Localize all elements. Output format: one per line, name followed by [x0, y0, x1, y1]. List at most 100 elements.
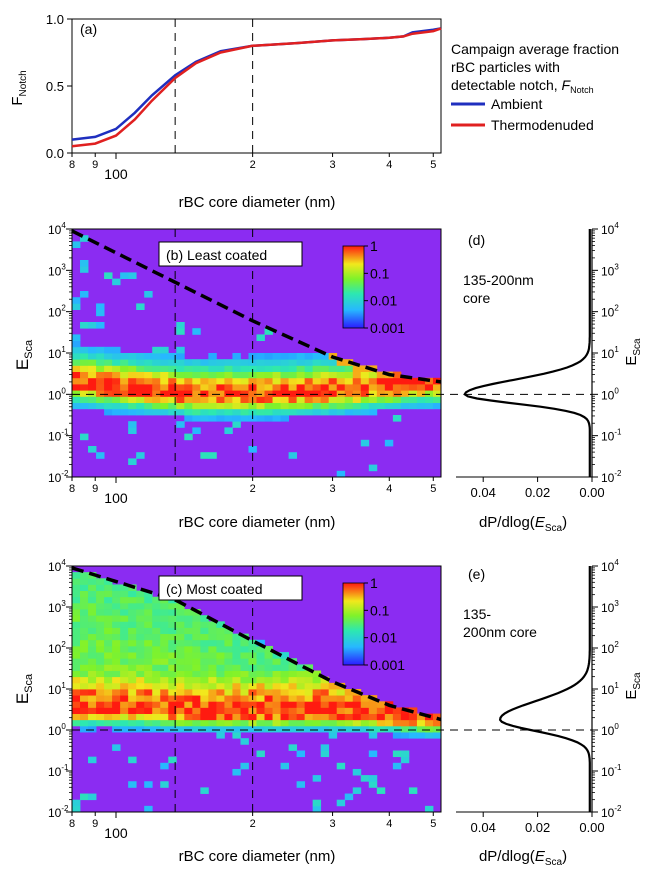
- c-heatmap-cell: [368, 719, 378, 727]
- c-heatmap-cell: [200, 621, 209, 628]
- c-heatmap-cell: [112, 719, 121, 727]
- c-heatmap-cell: [144, 621, 153, 628]
- c-heatmap-cell: [176, 609, 185, 616]
- c-heatmap-cell: [208, 682, 217, 690]
- c-heatmap-cell: [144, 707, 153, 714]
- c-heatmap-cell: [144, 670, 153, 678]
- b-heatmap-cell: [96, 359, 105, 366]
- c-heatmap-cell: [200, 682, 209, 690]
- c-heatmap-cell: [128, 670, 137, 678]
- b-heatmap-cell: [312, 396, 322, 403]
- b-heatmap-cell: [216, 415, 225, 422]
- c-heatmap-cell: [72, 639, 81, 647]
- c-heatmap-cell: [88, 695, 97, 702]
- c-heatmap-cell: [160, 658, 169, 665]
- c-heatmap-cell: [176, 713, 185, 721]
- b-heatmap-cell: [136, 371, 145, 379]
- c-heatmap-cell: [400, 725, 410, 733]
- b-heatmap-cell: [328, 396, 338, 403]
- b-heatmap-cell: [352, 390, 362, 397]
- c-heatmap-cell: [360, 713, 370, 721]
- c-heatmap-cell: [160, 645, 169, 653]
- c-heatmap-cell: [272, 652, 281, 659]
- c-heatmap-cell: [280, 664, 289, 671]
- c-heatmap-cell: [184, 652, 193, 659]
- b-heatmap-cell: [264, 371, 273, 379]
- c-heatmap-cell: [272, 695, 281, 702]
- c-heatmap-cell: [152, 652, 161, 659]
- b-heatmap-cell: [120, 371, 129, 379]
- b-heatmap-cell: [128, 396, 137, 403]
- b-heatmap-cell: [280, 396, 289, 403]
- b-heatmap-cell: [72, 353, 81, 360]
- b-heatmap-cell: [152, 365, 161, 372]
- c-heatmap-cell: [192, 658, 201, 665]
- c-heatmap-cell: [336, 719, 346, 727]
- c-heatmap-cell: [88, 609, 97, 616]
- c-heatmap-cell: [320, 713, 330, 721]
- c-heatmap-cell: [224, 676, 233, 684]
- c-heatmap-cell: [368, 701, 378, 708]
- c-colorbar-label: 0.001: [370, 657, 405, 673]
- c-heatmap-cell: [256, 725, 265, 733]
- c-heatmap-cell: [80, 590, 89, 598]
- b-heatmap-cell: [288, 359, 298, 366]
- b-heatmap-cell: [112, 384, 121, 391]
- b-heatmap-cell: [160, 346, 169, 354]
- b-heatmap-cell: [152, 402, 161, 410]
- b-heatmap-cell: [392, 377, 402, 385]
- c-heatmap-cell: [328, 689, 338, 696]
- b-heatmap-cell: [176, 353, 185, 360]
- c-heatmap-cell: [216, 658, 225, 665]
- b-heatmap-cell: [224, 390, 233, 397]
- c-heatmap-cell: [352, 787, 362, 794]
- b-heatmap-cell: [88, 390, 97, 397]
- b-xtick-label: 5: [430, 483, 436, 495]
- c-heatmap-cell: [112, 707, 121, 714]
- c-heatmap-cell: [176, 719, 185, 727]
- c-heatmap-cell: [104, 682, 113, 690]
- b-heatmap-cell: [80, 365, 89, 372]
- c-heatmap-cell: [112, 664, 121, 671]
- c-heatmap-cell: [232, 645, 241, 653]
- c-heatmap-cell: [192, 664, 201, 671]
- b-heatmap-cell: [392, 390, 402, 397]
- c-heatmap-cell: [128, 627, 137, 635]
- c-heatmap-cell: [136, 719, 145, 727]
- c-heatmap-cell: [424, 732, 434, 739]
- c-heatmap-cell: [96, 645, 105, 653]
- b-heatmap-cell: [200, 384, 209, 391]
- b-heatmap-cell: [88, 371, 97, 379]
- panel-e-xlabel: dP/dlog(ESca): [479, 848, 567, 868]
- b-heatmap-cell: [160, 353, 169, 360]
- b-heatmap-cell: [88, 402, 97, 410]
- b-heatmap-cell: [408, 384, 418, 391]
- b-heatmap-cell: [320, 390, 330, 397]
- b-heatmap-cell: [72, 346, 81, 354]
- b-heatmap-cell: [304, 390, 314, 397]
- c-heatmap-cell: [112, 639, 121, 647]
- b-heatmap-cell: [184, 384, 193, 391]
- b-heatmap-cell: [128, 359, 137, 366]
- b-heatmap-cell: [256, 353, 265, 360]
- b-heatmap-cell: [184, 433, 193, 441]
- c-heatmap-cell: [144, 725, 153, 733]
- b-heatmap-cell: [336, 402, 346, 410]
- c-heatmap-cell: [168, 621, 177, 628]
- b-heatmap-cell: [176, 408, 185, 416]
- c-heatmap-cell: [256, 652, 265, 659]
- b-heatmap-cell: [184, 390, 193, 397]
- b-heatmap-cell: [368, 396, 378, 403]
- b-heatmap-cell: [104, 346, 113, 354]
- c-heatmap-cell: [328, 719, 338, 727]
- panel-a-ytick-label: 0.0: [46, 146, 64, 161]
- b-heatmap-cell: [104, 371, 113, 379]
- c-heatmap-cell: [136, 670, 145, 678]
- c-heatmap-cell: [176, 676, 185, 684]
- c-heatmap-cell: [72, 652, 81, 659]
- c-heatmap-cell: [96, 707, 105, 714]
- c-heatmap-cell: [400, 713, 410, 721]
- c-heatmap-cell: [352, 713, 362, 721]
- c-heatmap-cell: [240, 707, 249, 714]
- b-heatmap-cell: [248, 377, 257, 385]
